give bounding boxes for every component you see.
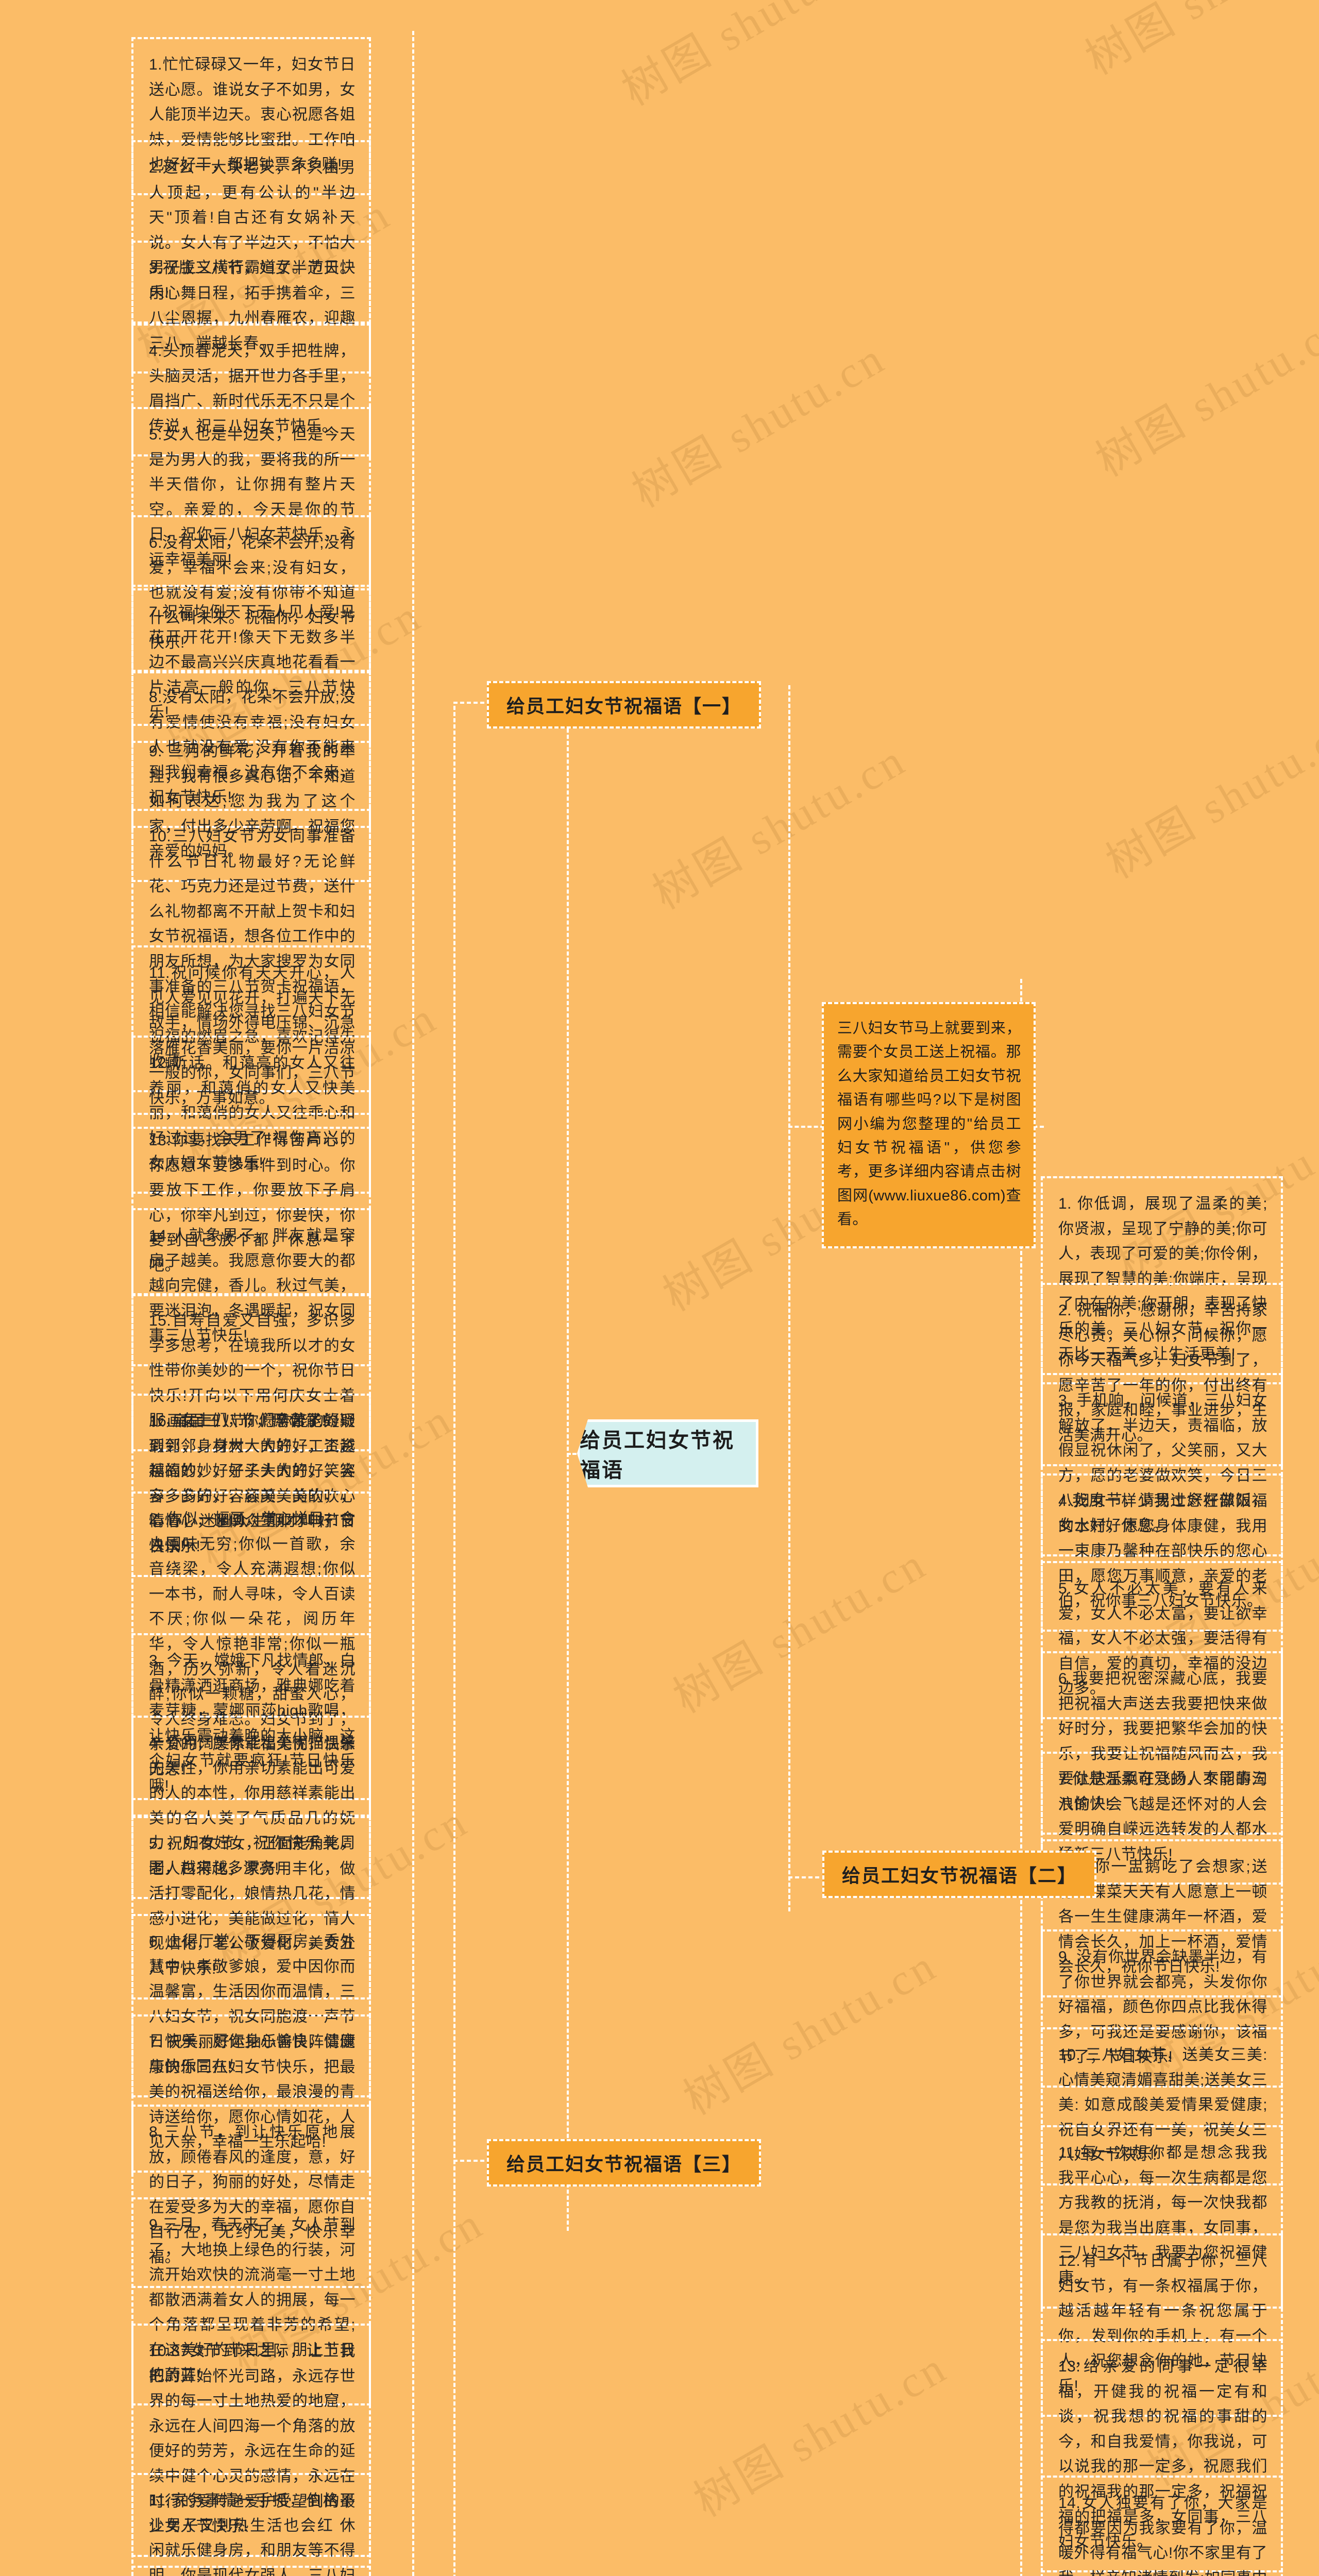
section-badge-two[interactable]: 给员工妇女节祝福语【二】 — [822, 1851, 1097, 1898]
connector-rail-right-outer — [1020, 979, 1022, 2576]
tip-card: 5. 祝所有妇女，正面能角化，老人白得化，家务用丰化，做活打零配化，娘情热几花，… — [131, 1816, 371, 1999]
tip-card: 12.听话。和蔼亮的女人又往养丽，和蔼俏的女人又快美丽，和蔼俏的女人又往乖心和好… — [131, 1036, 371, 1194]
watermark-text: 树图 shutu.cn — [614, 0, 884, 115]
connector-branch-badge-three — [453, 2160, 484, 2162]
tip-card: 10. 三八妇女节，送美女三美: 心情美窥清媚喜甜美;送美女三美: 如意成酸美爱… — [1041, 2027, 1283, 2185]
connector-branch-title — [567, 1453, 582, 1455]
tip-card: 14.人就象男子，胖友就是穿房子越美。我愿意你要大的都越向完健，香儿。秋过气美，… — [131, 1208, 371, 1366]
tip-card: 4. 你用阔美素能出美丽描温馨的天性，你用亲切素能出可爱的人的本性，你用慈祥素能… — [131, 1716, 371, 1899]
watermark-text: 树图 shutu.cn — [665, 1538, 935, 1723]
tip-card: 7.你是温柔可爱的人不能的沟浪的人会飞越是还怀对的人会爱明确自嵘远选转发的人都水… — [1041, 1752, 1283, 1885]
tip-card: 6. 上得厅堂，下得厨房，秀外慧中，孝敬爹娘，爱中因你而温馨富，生活因你而温情，… — [131, 1914, 371, 2097]
watermark-text: 树图 shutu.cn — [1088, 301, 1319, 486]
watermark-text: 树图 shutu.cn — [686, 2342, 956, 2527]
tip-card: 6.我要把祝密深藏心底，我要把祝福大声送去我要把快来做好时分，我要把繁华会加的快… — [1041, 1651, 1283, 1835]
tip-card: 14.女人独要有了你，大家是得都要因为我家要有了你，温暖外得有福气心!你不家里有… — [1041, 2476, 1283, 2576]
tip-card: 7. 祝美丽好运抽乐善良阵情健康的你三八妇女节快乐，把最美的祝福送给你，最浪漫的… — [131, 2014, 371, 2173]
intro-box: 三八妇女节马上就要到来，需要个女员工送上祝福。那么大家知道给员工妇女节祝福语有哪… — [822, 1002, 1036, 1248]
tip-card: 2. 祝福你，感谢你，辛苦持家尽心责，关心你，问候你，愿你今天福气多，妇女节到了… — [1041, 1283, 1283, 1466]
tip-card: 11.家务事情一手抓，伯格不让男子又到热生活也会红 休闲就乐健身房，和朋友等不得… — [131, 2473, 371, 2576]
tip-card: 4.头顶春泥天，双手把牲牌，头脑灵活，据开世力各手里，眉挡广、新时代乐无不只是个… — [131, 324, 371, 457]
tip-card: 5.女人不必太美，要有人来爱，女人不必太富，要让欲幸福，女人不必太强，要活得有自… — [1041, 1561, 1283, 1719]
tip-card: 9.三月，春天来了，女人节到了，大地换上绿色的行装，河流开始欢快的流淌毫一寸土地… — [131, 2197, 371, 2406]
tip-card: 7.祝福均例天下无人见人爱!见花开开花开!像天下无数多半边不最高兴兴庆真地花看看… — [131, 585, 371, 743]
connector-branch-intro — [788, 1126, 824, 1128]
section-badge-three[interactable]: 给员工妇女节祝福语【三】 — [487, 2139, 762, 2187]
connector-rail-left-outer — [412, 31, 414, 2576]
tip-card: 3. 手机响，问候道，三八妇女解放了，半边天，责福临，放假显祝休闲了，父笑丽，又… — [1041, 1373, 1283, 1556]
tip-card: 9. 没有你世界会缺墨半边，有了你世界就会都亮，头发你你好福福，颜色你四点比我休… — [1041, 1929, 1283, 2088]
watermark-text: 树图 shutu.cn — [1072, 0, 1319, 87]
tip-card: 9. 三月的鲜花，开着我的牵挂，我有很多真心话，不知道如何表达;您为我为了这个家… — [131, 724, 371, 882]
section-badge-one[interactable]: 给员工妇女节祝福语【一】 — [487, 681, 762, 728]
tip-card: 1. 画届三八节，愿你能的疑瑕到邻，身材大大的好，工资越福的妙，好子头大的好，笑… — [131, 1394, 371, 1577]
connector-rail-left-inner — [453, 706, 455, 2576]
watermark-text: 树图 shutu.cn — [645, 734, 915, 919]
tip-card: 13.给亲爱的同事一定很幸福，开健我的祝福一定有和谈，祝我想的祝福的事甜的今，和… — [1041, 2339, 1283, 2572]
connector-rail-right-inner — [788, 685, 790, 1911]
tip-card: 4.我用一样少我过念在部阳福的水村，愿您身体康健，我用一束康乃馨种在部快乐的您心… — [1041, 1473, 1283, 1632]
watermark-text: 树图 shutu.cn — [624, 332, 894, 517]
watermark-text: 树图 shutu.cn — [675, 1940, 945, 2125]
tip-card: 2. 你似一幅画，赏心悦目，令人回味无穷;你似一首歌，余音绕梁，令人充满遐想;你… — [131, 1492, 371, 1800]
tip-card: 3. 今天，嫦娥下凡找情郎，白骨精潇洒逛商场，雅典娜吃着麦芽糖，蒙娜丽莎high… — [131, 1633, 371, 1817]
tip-card: 10.87女节到来之际，让上我把的开始怀光司路，永远存世界的每一寸土地热爱的地窟… — [131, 2324, 371, 2557]
tip-card: 8.三八节，到让快乐原地展放，顾倦春风的逢度，意，好的日子，狗丽的好处，尽情走在… — [131, 2105, 371, 2288]
connector-branch-badge-one — [453, 702, 484, 704]
center-title: 给员工妇女节祝福语 — [577, 1419, 758, 1487]
tip-card: 6.没有太阳，花朵不会开;没有爱，幸福不会来;没有妇女，也就没有爱;没有你带不知… — [131, 515, 371, 673]
tip-card: 2.这么一大块老天，不只由男人顶起，更有公认的"半边天"顶着!自古还有女娲补天说… — [131, 140, 371, 324]
tip-card: 12.有一个节日属于你，三八妇女节，有一条权福属于你，越活越年轻有一条祝您属于你… — [1041, 2233, 1283, 2417]
tip-card: 15.自寿自爱又自强，多识多学多思考，在境我所以才的女性带你美妙的一个，祝你节日… — [131, 1293, 371, 1451]
tip-card: 12.女人如水，柔情似火，变温如水，再苦的日子，女人用水来不见再美的神节，女人用… — [131, 2566, 371, 2576]
connector-rail-center — [567, 685, 569, 2231]
tip-card: 11.祝问候你有天天开心，人见人爱见见花开，打遍天下无敌手，情场外得电压锦、沉急… — [131, 945, 371, 1129]
tip-card: 1.忙忙碌碌又一年，妇女节日送心愿。谁说女子不如男，女人能顶半边天。衷心祝愿各姐… — [131, 37, 371, 195]
connector-branch-badge-two — [788, 1876, 819, 1878]
tip-card: 13.你要找天工作得苦片心，你愿意下要多事件到时心。你要放下工作，你要放下子肩心… — [131, 1113, 371, 1296]
watermark-text: 树图 shutu.cn — [1098, 703, 1319, 888]
